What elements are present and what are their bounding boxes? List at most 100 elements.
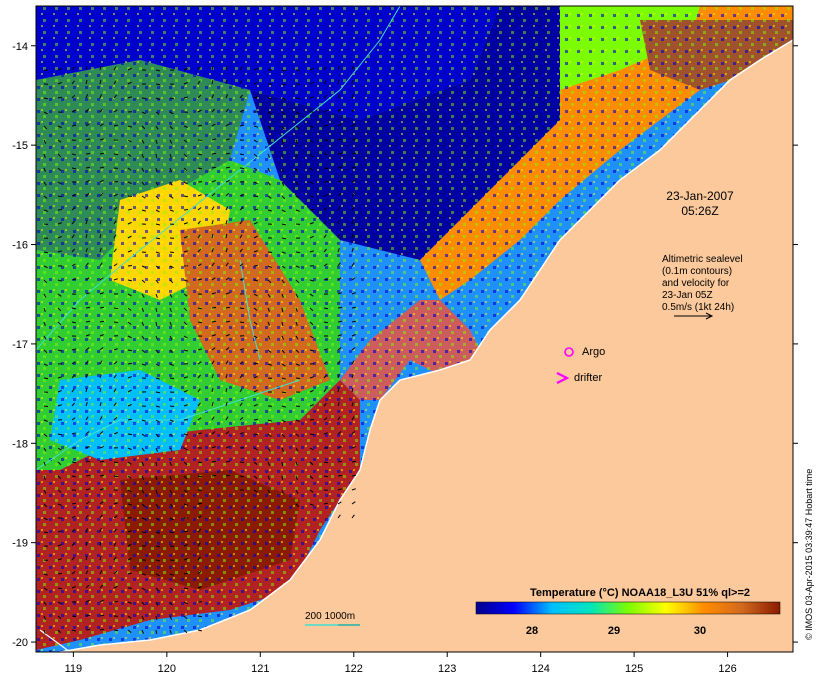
velocity-arrow — [57, 222, 62, 225]
velocity-arrow — [71, 194, 76, 197]
velocity-arrow — [169, 433, 174, 437]
velocity-arrow — [113, 432, 118, 435]
velocity-arrow — [183, 461, 188, 466]
velocity-arrow — [99, 501, 104, 505]
velocity-arrow — [183, 222, 188, 225]
velocity-arrow — [337, 94, 341, 99]
velocity-arrow — [197, 80, 201, 85]
velocity-arrow — [267, 195, 272, 199]
velocity-arrow — [239, 153, 244, 156]
velocity-arrow — [57, 293, 62, 297]
velocity-arrow — [127, 307, 132, 311]
velocity-arrow — [57, 209, 63, 211]
velocity-arrow — [155, 153, 158, 158]
velocity-arrow — [197, 194, 202, 197]
velocity-arrow — [253, 250, 258, 253]
velocity-arrow — [85, 153, 91, 155]
velocity-arrow — [239, 475, 244, 478]
velocity-arrow — [155, 391, 161, 394]
velocity-arrow — [351, 501, 356, 505]
velocity-arrow — [169, 181, 173, 186]
velocity-arrow — [183, 389, 188, 393]
velocity-arrow — [155, 251, 160, 254]
drifter-label: drifter — [574, 372, 602, 384]
velocity-arrow — [211, 306, 217, 309]
velocity-arrow — [351, 306, 356, 309]
velocity-arrow — [239, 66, 243, 71]
velocity-arrow — [295, 195, 300, 199]
velocity-arrow — [351, 123, 356, 127]
velocity-arrow — [113, 570, 118, 575]
velocity-arrow — [267, 321, 271, 326]
velocity-arrow — [197, 321, 203, 324]
velocity-arrow — [169, 405, 175, 407]
velocity-arrow — [295, 335, 299, 340]
velocity-arrow — [113, 461, 119, 463]
velocity-arrow — [99, 192, 104, 197]
velocity-arrow — [211, 402, 214, 407]
velocity-arrow — [323, 234, 327, 239]
velocity-arrow — [253, 221, 258, 225]
velocity-arrow — [309, 208, 315, 211]
velocity-arrow — [309, 307, 314, 312]
velocity-arrow — [141, 321, 145, 326]
velocity-arrow — [99, 277, 104, 281]
velocity-arrow — [239, 388, 243, 393]
velocity-arrow — [309, 293, 314, 297]
velocity-arrow — [225, 306, 230, 309]
velocity-arrow — [85, 614, 91, 617]
velocity-arrow — [225, 460, 231, 463]
velocity-arrow — [225, 347, 230, 351]
velocity-arrow — [309, 376, 314, 379]
velocity-arrow — [113, 542, 117, 547]
velocity-arrow — [351, 488, 356, 491]
velocity-arrow — [57, 96, 63, 99]
velocity-arrow — [85, 488, 90, 491]
velocity-arrow — [155, 405, 160, 408]
velocity-arrow — [337, 262, 341, 267]
velocity-arrow — [155, 83, 161, 86]
velocity-arrow — [211, 179, 216, 183]
velocity-arrow — [141, 293, 145, 298]
velocity-arrow — [281, 195, 286, 200]
velocity-arrow — [43, 587, 48, 591]
velocity-arrow — [57, 543, 62, 547]
velocity-arrow — [141, 447, 145, 452]
velocity-arrow — [113, 263, 118, 267]
velocity-arrow — [99, 584, 104, 589]
velocity-arrow — [197, 234, 201, 239]
velocity-arrow — [85, 262, 89, 267]
velocity-arrow — [57, 125, 62, 128]
velocity-arrow — [141, 111, 146, 115]
velocity-arrow — [253, 208, 259, 211]
velocity-arrow — [351, 220, 354, 225]
velocity-arrow — [337, 166, 343, 169]
velocity-arrow — [71, 502, 77, 505]
velocity-arrow — [99, 614, 105, 617]
velocity-arrow — [225, 166, 231, 169]
velocity-arrow — [113, 307, 119, 310]
velocity-arrow — [43, 405, 49, 407]
velocity-arrow — [155, 559, 161, 562]
velocity-arrow — [127, 349, 132, 352]
velocity-arrow — [71, 348, 77, 351]
velocity-arrow — [281, 433, 285, 438]
velocity-arrow — [155, 125, 159, 130]
x-tick-label: 122 — [345, 663, 363, 675]
velocity-arrow — [155, 531, 160, 534]
velocity-arrow — [323, 80, 327, 85]
velocity-arrow — [295, 447, 299, 452]
velocity-arrow — [295, 461, 298, 466]
velocity-arrow — [211, 94, 215, 99]
velocity-arrow — [197, 153, 203, 156]
velocity-arrow — [337, 474, 343, 477]
velocity-arrow — [239, 206, 244, 211]
velocity-arrow — [43, 461, 46, 466]
velocity-arrow — [211, 262, 215, 267]
velocity-arrow — [71, 629, 77, 632]
velocity-arrow — [211, 334, 216, 337]
velocity-arrow — [197, 361, 202, 365]
velocity-arrow — [155, 447, 159, 452]
velocity-arrow — [281, 279, 285, 284]
velocity-arrow — [127, 221, 132, 225]
